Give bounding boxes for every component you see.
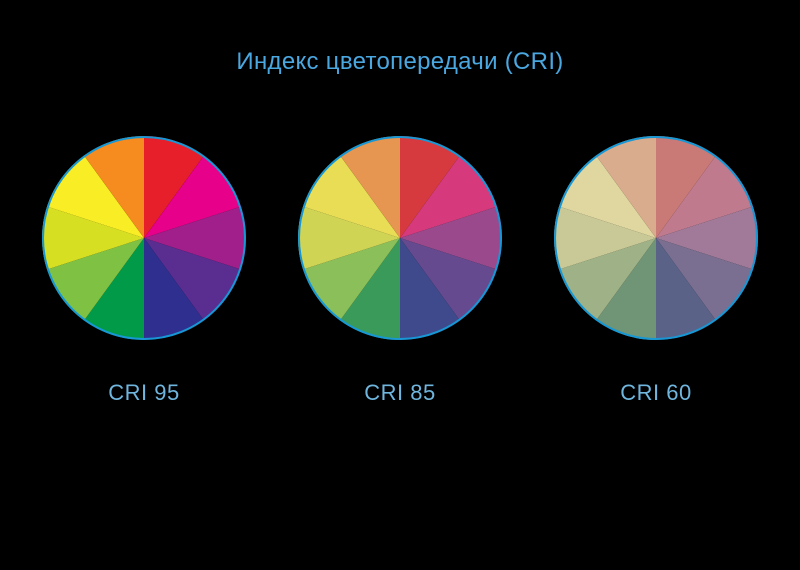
color-wheel-cri85 (298, 136, 502, 340)
infographic-root: Индекс цветопередачи (CRI) CRI 95CRI 85C… (0, 0, 800, 570)
wheel-label-cri85: CRI 85 (364, 380, 435, 406)
wheel-block-cri60: CRI 60 (554, 136, 758, 406)
wheel-label-cri60: CRI 60 (620, 380, 691, 406)
wheel-label-cri95: CRI 95 (108, 380, 179, 406)
color-wheel-cri95 (42, 136, 246, 340)
wheels-row: CRI 95 CRI 85 CRI 60 (42, 136, 758, 406)
color-wheel-cri60 (554, 136, 758, 340)
wheel-block-cri85: CRI 85 (298, 136, 502, 406)
page-title: Индекс цветопередачи (CRI) (236, 48, 563, 76)
wheel-block-cri95: CRI 95 (42, 136, 246, 406)
